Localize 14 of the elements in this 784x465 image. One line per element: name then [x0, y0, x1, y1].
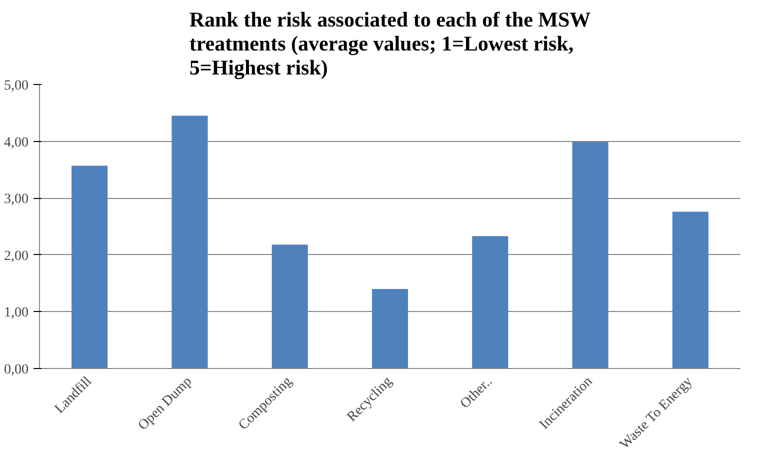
y-tick-label: 0,00 [4, 362, 28, 378]
bar [572, 142, 608, 368]
chart-title: Rank the risk associated to each of the MSW treatments (average values; 1=Lowest risk, 5=Highest risk) [189, 8, 591, 80]
bar [472, 236, 508, 368]
bar [672, 212, 708, 368]
bar [372, 288, 408, 368]
y-tick-label: 2,00 [4, 248, 28, 264]
bar [72, 166, 108, 368]
y-tick-label: 4,00 [4, 135, 28, 150]
y-tick-label: 3,00 [4, 192, 28, 208]
y-tick-label: 1,00 [4, 306, 28, 321]
bar [172, 116, 208, 368]
bar [272, 244, 308, 368]
y-tick-label: 5,00 [4, 78, 28, 94]
